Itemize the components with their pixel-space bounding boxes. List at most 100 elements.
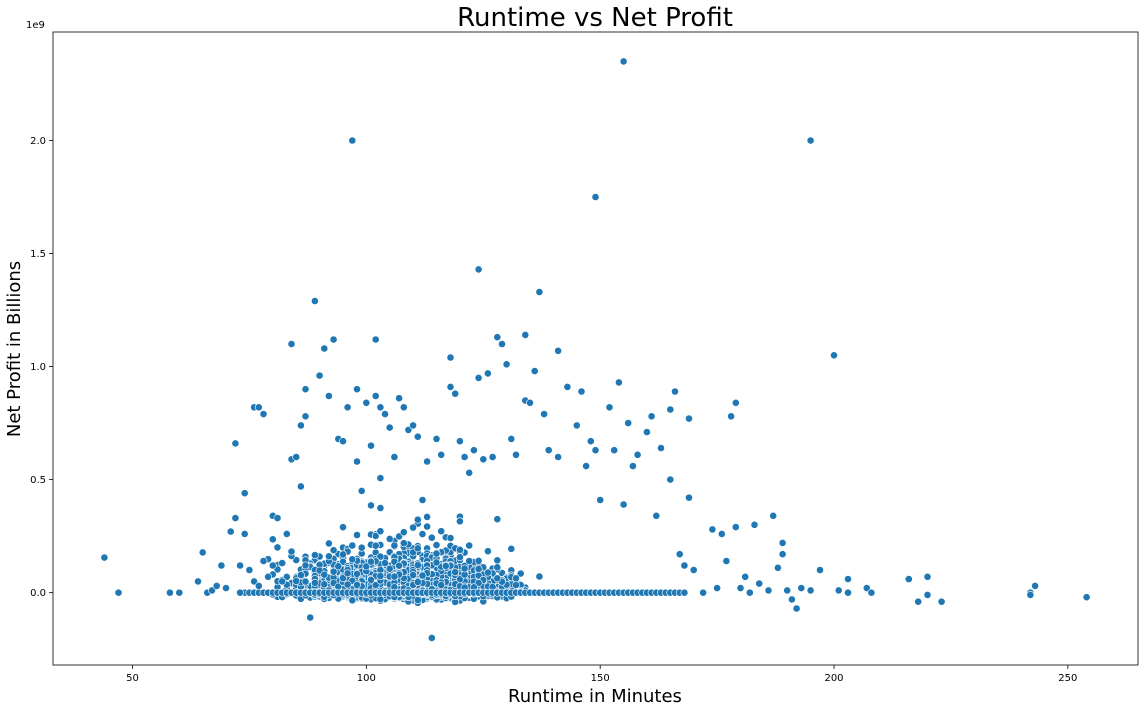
data-point	[610, 446, 619, 455]
data-point	[666, 475, 675, 484]
data-point	[727, 412, 735, 421]
y-tick-label: 0.0	[30, 588, 46, 599]
data-point	[362, 398, 371, 407]
data-point	[413, 544, 422, 553]
data-point	[343, 580, 352, 589]
data-point	[455, 553, 464, 562]
data-point	[114, 588, 123, 597]
data-point	[788, 595, 796, 604]
data-point	[231, 439, 240, 448]
data-point	[1031, 582, 1039, 590]
data-point	[292, 453, 301, 461]
data-point	[535, 572, 544, 581]
data-point	[371, 335, 380, 344]
y-tick-label: 1.0	[30, 362, 46, 373]
plot-frame	[52, 31, 1139, 666]
data-point	[296, 482, 305, 491]
data-point	[254, 403, 263, 412]
data-point	[409, 421, 417, 430]
data-point	[268, 561, 277, 570]
data-point	[409, 571, 417, 579]
data-point	[591, 193, 600, 201]
data-point	[222, 584, 230, 592]
data-point	[324, 552, 333, 561]
data-point	[867, 588, 876, 597]
data-point	[395, 561, 403, 570]
data-point	[834, 586, 843, 595]
data-point	[483, 547, 492, 556]
y-tick-label: 1.5	[30, 249, 46, 260]
data-point	[423, 522, 431, 531]
data-point	[329, 567, 338, 576]
data-point	[324, 392, 333, 400]
data-point	[385, 564, 394, 573]
data-point	[385, 535, 394, 543]
data-point	[287, 340, 296, 348]
data-point	[357, 486, 366, 495]
data-point	[367, 576, 375, 584]
data-point	[479, 455, 488, 464]
data-point	[376, 552, 385, 561]
x-tick-label: 250	[1058, 673, 1077, 684]
data-point	[830, 351, 838, 360]
y-axis: 0.0 0.5 1.0 1.5 2.0	[30, 136, 53, 599]
data-point	[282, 530, 291, 538]
data-point	[521, 330, 530, 339]
data-point	[353, 385, 361, 394]
x-axis-label: Runtime in Minutes	[508, 686, 682, 707]
data-point	[217, 561, 226, 570]
data-point	[806, 136, 815, 145]
data-point	[437, 527, 446, 536]
data-point	[717, 530, 726, 538]
data-point	[745, 588, 754, 597]
data-point	[301, 561, 310, 570]
data-point	[423, 513, 431, 521]
data-point	[778, 539, 787, 547]
data-point	[483, 369, 492, 378]
data-point	[339, 437, 347, 446]
data-point	[680, 561, 689, 570]
data-point	[769, 511, 778, 520]
data-point	[301, 577, 310, 586]
data-point	[685, 414, 693, 423]
data-point	[923, 591, 932, 599]
data-point	[816, 566, 824, 574]
data-point	[474, 565, 483, 573]
data-point	[329, 546, 338, 555]
data-point	[652, 511, 661, 520]
data-point	[212, 582, 221, 590]
data-point	[418, 530, 427, 538]
data-point	[427, 634, 436, 642]
data-point	[465, 468, 474, 477]
data-point	[474, 265, 483, 274]
data-point	[937, 597, 946, 606]
data-point	[615, 378, 623, 387]
data-point	[432, 558, 441, 567]
data-point	[376, 527, 385, 536]
data-point	[320, 580, 329, 589]
data-point	[460, 564, 469, 573]
data-point	[329, 335, 338, 344]
data-point	[371, 541, 380, 550]
data-point	[671, 387, 679, 396]
data-point	[320, 570, 329, 579]
data-point	[591, 446, 600, 455]
data-point	[381, 559, 389, 567]
data-point	[493, 556, 502, 565]
data-point	[409, 523, 417, 532]
data-point	[339, 574, 347, 583]
data-point	[268, 535, 277, 544]
data-point	[413, 578, 422, 586]
data-point	[427, 533, 436, 542]
data-point	[376, 504, 385, 512]
data-point	[572, 421, 581, 430]
data-point	[320, 344, 329, 353]
data-point	[348, 555, 357, 564]
data-point	[451, 389, 460, 398]
data-point	[395, 394, 403, 403]
data-point	[455, 437, 464, 446]
data-point	[507, 544, 516, 553]
data-point	[306, 613, 315, 622]
data-point	[301, 412, 310, 421]
data-point	[245, 566, 254, 574]
